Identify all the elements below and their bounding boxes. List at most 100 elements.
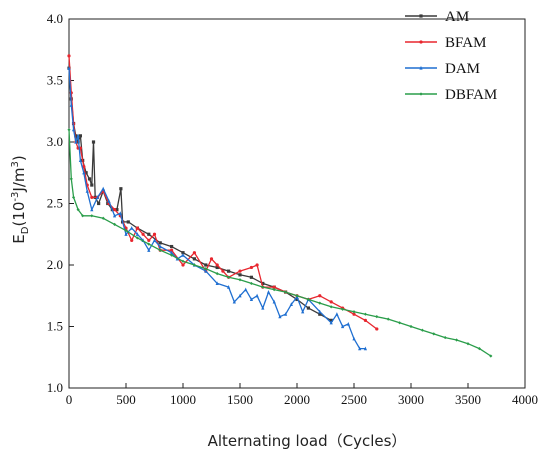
data-point bbox=[181, 263, 185, 267]
legend-item-dbfam: DBFAM bbox=[405, 87, 497, 103]
y-axis-label: ED(10-3J/m3) bbox=[10, 155, 31, 243]
data-point bbox=[90, 207, 94, 212]
legend-item-dam: DAM bbox=[405, 61, 480, 77]
data-point bbox=[352, 312, 356, 316]
data-point bbox=[170, 250, 174, 255]
data-point bbox=[306, 297, 310, 302]
data-point bbox=[249, 265, 253, 270]
data-point bbox=[90, 214, 94, 218]
legend-label: DBFAM bbox=[445, 87, 497, 103]
data-point bbox=[329, 300, 333, 304]
data-point bbox=[227, 285, 231, 289]
y-tick-label: 2.0 bbox=[47, 257, 63, 272]
legend-item-bfam: BFAM bbox=[405, 35, 486, 51]
data-point bbox=[135, 226, 139, 230]
data-point bbox=[78, 134, 82, 138]
series-line bbox=[68, 55, 378, 330]
data-point bbox=[204, 263, 208, 267]
data-point bbox=[443, 335, 447, 340]
data-point bbox=[82, 165, 86, 169]
data-point bbox=[255, 263, 259, 267]
data-point bbox=[204, 269, 208, 273]
data-point bbox=[272, 285, 276, 289]
data-point bbox=[301, 309, 305, 314]
data-point bbox=[284, 290, 288, 294]
data-point bbox=[466, 342, 470, 346]
axes: 0 500 1000 1500 2000 2500 3000 3500 4000 1.0 1.5 2.… bbox=[47, 11, 538, 407]
series-dam bbox=[67, 66, 367, 351]
data-point bbox=[249, 297, 253, 302]
data-point bbox=[135, 232, 139, 236]
y-tick-label: 1.5 bbox=[47, 319, 63, 334]
data-point bbox=[84, 171, 88, 175]
series-line bbox=[68, 68, 332, 321]
data-point bbox=[215, 281, 219, 286]
legend: AM BFAM DAM DBFAM bbox=[405, 9, 497, 103]
data-point bbox=[489, 354, 493, 358]
data-point bbox=[419, 14, 423, 18]
data-point bbox=[181, 259, 185, 263]
data-point bbox=[261, 281, 265, 286]
data-point bbox=[295, 294, 299, 298]
legend-label: BFAM bbox=[445, 35, 486, 51]
data-point bbox=[147, 238, 151, 242]
data-point bbox=[244, 287, 248, 292]
data-point bbox=[289, 302, 293, 306]
data-point bbox=[419, 40, 423, 44]
data-point bbox=[358, 346, 362, 351]
series-layer bbox=[67, 54, 493, 358]
data-point bbox=[238, 273, 242, 277]
data-point bbox=[215, 265, 219, 270]
data-point bbox=[78, 158, 82, 163]
data-point bbox=[238, 278, 242, 282]
data-point bbox=[284, 312, 288, 316]
data-point bbox=[318, 301, 322, 305]
data-point bbox=[341, 324, 345, 329]
data-point bbox=[306, 306, 310, 310]
data-point bbox=[329, 305, 333, 309]
series-line bbox=[68, 68, 366, 350]
x-tick-label: 0 bbox=[66, 392, 73, 407]
legend-label: AM bbox=[445, 9, 469, 25]
data-point bbox=[346, 321, 350, 326]
data-point bbox=[113, 213, 117, 218]
data-point bbox=[209, 257, 214, 261]
data-point bbox=[113, 208, 117, 212]
data-point bbox=[76, 133, 80, 138]
data-point bbox=[232, 299, 236, 304]
data-point bbox=[87, 177, 92, 181]
data-point bbox=[170, 248, 174, 252]
data-point bbox=[278, 314, 282, 319]
x-tick-label: 500 bbox=[116, 392, 136, 407]
data-point bbox=[318, 309, 322, 314]
data-point bbox=[386, 317, 390, 321]
y-tick-label: 2.5 bbox=[47, 196, 63, 211]
data-point bbox=[363, 312, 367, 316]
data-point bbox=[67, 128, 71, 132]
series-bfam bbox=[67, 54, 379, 331]
x-tick-label: 1000 bbox=[170, 392, 196, 407]
data-point bbox=[101, 186, 105, 191]
data-point bbox=[204, 267, 208, 271]
data-point bbox=[130, 226, 134, 230]
data-point bbox=[101, 216, 105, 220]
data-point bbox=[318, 294, 322, 298]
data-point bbox=[215, 272, 219, 276]
data-point bbox=[272, 288, 276, 292]
data-point bbox=[261, 285, 265, 289]
data-point bbox=[74, 139, 78, 144]
data-point bbox=[81, 214, 85, 218]
data-point bbox=[147, 232, 151, 236]
y-tick-label: 3.5 bbox=[47, 73, 63, 88]
y-tick-label: 4.0 bbox=[47, 11, 63, 26]
data-point bbox=[141, 232, 145, 236]
data-point bbox=[124, 228, 128, 233]
data-point bbox=[170, 244, 174, 249]
data-point bbox=[455, 338, 459, 342]
data-point bbox=[266, 289, 271, 294]
data-point bbox=[158, 241, 162, 245]
data-point bbox=[318, 312, 322, 316]
data-point bbox=[420, 328, 424, 332]
data-point bbox=[363, 346, 367, 351]
